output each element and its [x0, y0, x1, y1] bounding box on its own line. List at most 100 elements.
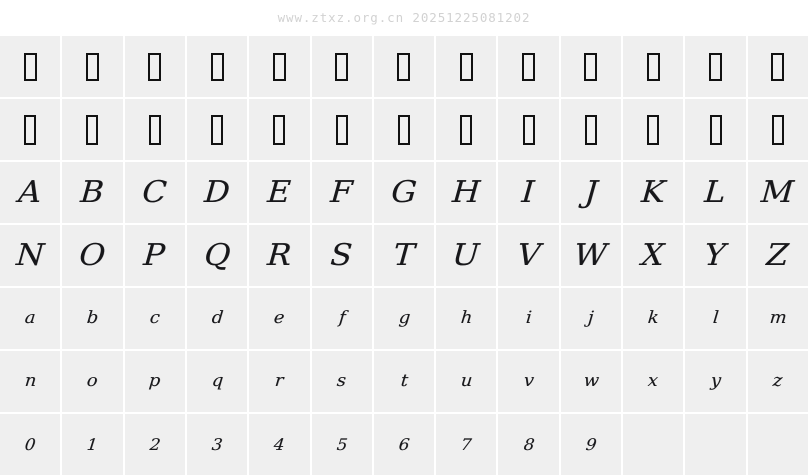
- glyph-cell[interactable]: p: [124, 351, 185, 412]
- glyph-cell[interactable]: [623, 99, 684, 160]
- glyph-cell[interactable]: Y: [685, 225, 746, 286]
- glyph-cell[interactable]: 7: [436, 414, 497, 475]
- missing-glyph-box-icon: [397, 52, 411, 81]
- glyph-cell[interactable]: 0: [0, 414, 61, 475]
- glyph-cell[interactable]: [249, 36, 310, 97]
- glyph-cell[interactable]: I: [498, 162, 559, 223]
- glyph-cell[interactable]: A: [0, 162, 61, 223]
- glyph-cell[interactable]: 5: [311, 414, 372, 475]
- glyph-cell[interactable]: W: [560, 225, 622, 286]
- glyph-cell[interactable]: q: [186, 351, 248, 412]
- glyph-cell[interactable]: h: [436, 288, 497, 349]
- glyph-cell[interactable]: H: [436, 162, 497, 223]
- glyph-cell[interactable]: D: [186, 162, 248, 223]
- glyph-cell[interactable]: [498, 36, 559, 97]
- glyph-cell[interactable]: Z: [747, 225, 808, 286]
- glyph-cell[interactable]: c: [124, 288, 185, 349]
- glyph-cell[interactable]: d: [186, 288, 248, 349]
- glyph-cell[interactable]: t: [373, 351, 435, 412]
- glyph-cell[interactable]: o: [62, 351, 123, 412]
- glyph-cell[interactable]: l: [685, 288, 746, 349]
- glyph-cell[interactable]: N: [0, 225, 61, 286]
- glyph-cell[interactable]: T: [373, 225, 435, 286]
- glyph-cell[interactable]: [311, 99, 372, 160]
- glyph-cell[interactable]: s: [311, 351, 372, 412]
- glyph-cell[interactable]: [747, 36, 808, 97]
- glyph-cell[interactable]: [373, 99, 435, 160]
- glyph-cell[interactable]: 9: [560, 414, 622, 475]
- glyph-cell[interactable]: [124, 36, 185, 97]
- glyph-uppercase-M: M: [760, 174, 796, 210]
- glyph-cell[interactable]: [62, 36, 123, 97]
- glyph-cell[interactable]: [685, 99, 746, 160]
- glyph-cell[interactable]: b: [62, 288, 123, 349]
- glyph-cell[interactable]: L: [685, 162, 746, 223]
- glyph-cell[interactable]: [0, 99, 61, 160]
- glyph-cell[interactable]: E: [249, 162, 310, 223]
- glyph-cell[interactable]: [311, 36, 372, 97]
- glyph-cell[interactable]: [498, 99, 559, 160]
- glyph-cell[interactable]: 3: [186, 414, 248, 475]
- glyph-cell[interactable]: j: [560, 288, 622, 349]
- glyph-cell[interactable]: J: [560, 162, 622, 223]
- missing-glyph-box-icon: [148, 114, 161, 145]
- glyph-cell[interactable]: z: [747, 351, 808, 412]
- glyph-cell[interactable]: S: [311, 225, 372, 286]
- glyph-cell[interactable]: u: [436, 351, 497, 412]
- glyph-cell[interactable]: 2: [124, 414, 185, 475]
- glyph-cell[interactable]: i: [498, 288, 559, 349]
- glyph-cell[interactable]: [685, 36, 746, 97]
- missing-glyph-box-icon: [522, 114, 535, 145]
- glyph-cell[interactable]: [186, 99, 248, 160]
- glyph-cell[interactable]: P: [124, 225, 185, 286]
- glyph-lowercase-j: j: [587, 308, 595, 328]
- glyph-cell[interactable]: 8: [498, 414, 559, 475]
- glyph-cell[interactable]: U: [436, 225, 497, 286]
- glyph-cell[interactable]: 1: [62, 414, 123, 475]
- glyph-cell[interactable]: [560, 36, 622, 97]
- glyph-cell[interactable]: C: [124, 162, 185, 223]
- glyph-cell[interactable]: v: [498, 351, 559, 412]
- glyph-cell[interactable]: k: [623, 288, 684, 349]
- glyph-cell[interactable]: e: [249, 288, 310, 349]
- glyph-uppercase-S: S: [329, 237, 355, 273]
- glyph-cell[interactable]: V: [498, 225, 559, 286]
- glyph-uppercase-E: E: [266, 174, 293, 210]
- glyph-cell[interactable]: n: [0, 351, 61, 412]
- missing-glyph-box-icon: [211, 114, 224, 145]
- glyph-cell[interactable]: F: [311, 162, 372, 223]
- glyph-cell[interactable]: Q: [186, 225, 248, 286]
- glyph-cell[interactable]: 4: [249, 414, 310, 475]
- glyph-cell[interactable]: [436, 99, 497, 160]
- glyph-cell[interactable]: m: [747, 288, 808, 349]
- glyph-cell[interactable]: [0, 36, 61, 97]
- glyph-cell[interactable]: [124, 99, 185, 160]
- glyph-cell[interactable]: g: [373, 288, 435, 349]
- glyph-cell[interactable]: [747, 99, 808, 160]
- glyph-cell[interactable]: [186, 36, 248, 97]
- glyph-cell[interactable]: M: [747, 162, 808, 223]
- glyph-cell[interactable]: [249, 99, 310, 160]
- glyph-cell[interactable]: [560, 99, 622, 160]
- glyph-cell[interactable]: r: [249, 351, 310, 412]
- glyph-cell[interactable]: a: [0, 288, 61, 349]
- glyph-cell[interactable]: f: [311, 288, 372, 349]
- glyph-cell[interactable]: 6: [373, 414, 435, 475]
- glyph-cell[interactable]: [436, 36, 497, 97]
- glyph-cell[interactable]: [62, 99, 123, 160]
- glyph-uppercase-B: B: [79, 174, 106, 210]
- glyph-cell[interactable]: K: [623, 162, 684, 223]
- glyph-cell[interactable]: x: [623, 351, 684, 412]
- glyph-cell[interactable]: G: [373, 162, 435, 223]
- glyph-cell[interactable]: X: [623, 225, 684, 286]
- missing-glyph-box-icon: [272, 52, 286, 81]
- glyph-cell[interactable]: [373, 36, 435, 97]
- glyph-cell[interactable]: [623, 36, 684, 97]
- glyph-cell[interactable]: O: [62, 225, 123, 286]
- glyph-cell[interactable]: R: [249, 225, 310, 286]
- glyph-cell[interactable]: y: [685, 351, 746, 412]
- glyph-cell[interactable]: w: [560, 351, 622, 412]
- glyph-cell[interactable]: B: [62, 162, 123, 223]
- glyph-uppercase-J: J: [583, 174, 599, 210]
